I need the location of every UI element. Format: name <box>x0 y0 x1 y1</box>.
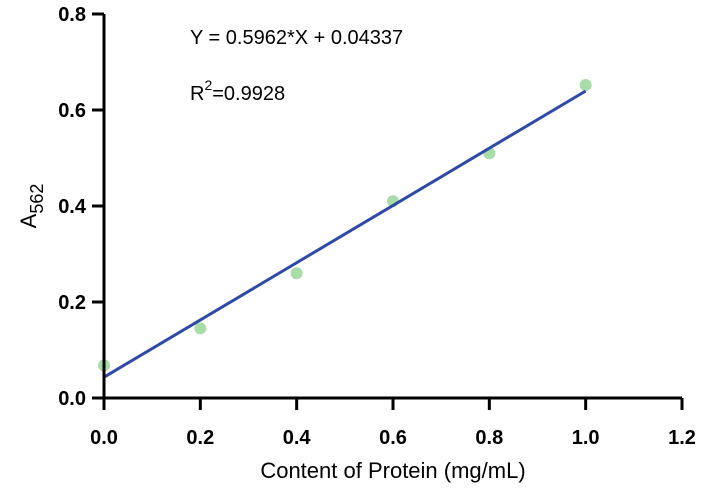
y-axis-title-subscript: 562 <box>27 184 47 214</box>
y-axis-title-group: A562 <box>16 184 47 229</box>
y-axis-title-main: A <box>16 213 41 228</box>
x-tick-label: 0.8 <box>475 427 503 449</box>
r2-annotation: R2=0.9928 <box>190 77 285 105</box>
plot-area <box>98 79 592 379</box>
x-ticks: 0.0 0.2 0.4 0.6 0.8 1.0 1.2 <box>90 398 696 449</box>
y-tick-label: 0.2 <box>58 292 86 314</box>
y-tick-label: 0.8 <box>58 4 86 26</box>
fit-line <box>103 89 587 379</box>
x-tick-label: 0.4 <box>283 427 312 449</box>
data-point <box>194 322 207 335</box>
data-point <box>579 79 592 92</box>
x-tick-label: 1.0 <box>572 427 600 449</box>
y-tick-label: 0.0 <box>58 388 86 410</box>
y-axis-title: A562 <box>16 184 47 229</box>
y-tick-label: 0.6 <box>58 100 86 122</box>
x-axis-title: Content of Protein (mg/mL) <box>260 458 525 483</box>
x-tick-label: 0.2 <box>186 427 214 449</box>
r2-value: =0.9928 <box>212 83 285 105</box>
equation-annotation: Y = 0.5962*X + 0.04337 <box>190 27 403 49</box>
y-ticks: 0.0 0.2 0.4 0.6 0.8 <box>58 4 104 410</box>
x-tick-label: 1.2 <box>668 427 696 449</box>
data-point <box>290 267 303 280</box>
y-tick-label: 0.4 <box>58 196 87 218</box>
r2-superscript: 2 <box>204 77 212 93</box>
x-tick-label: 0.0 <box>90 427 118 449</box>
x-tick-label: 0.6 <box>379 427 407 449</box>
r2-letter: R <box>190 83 204 105</box>
